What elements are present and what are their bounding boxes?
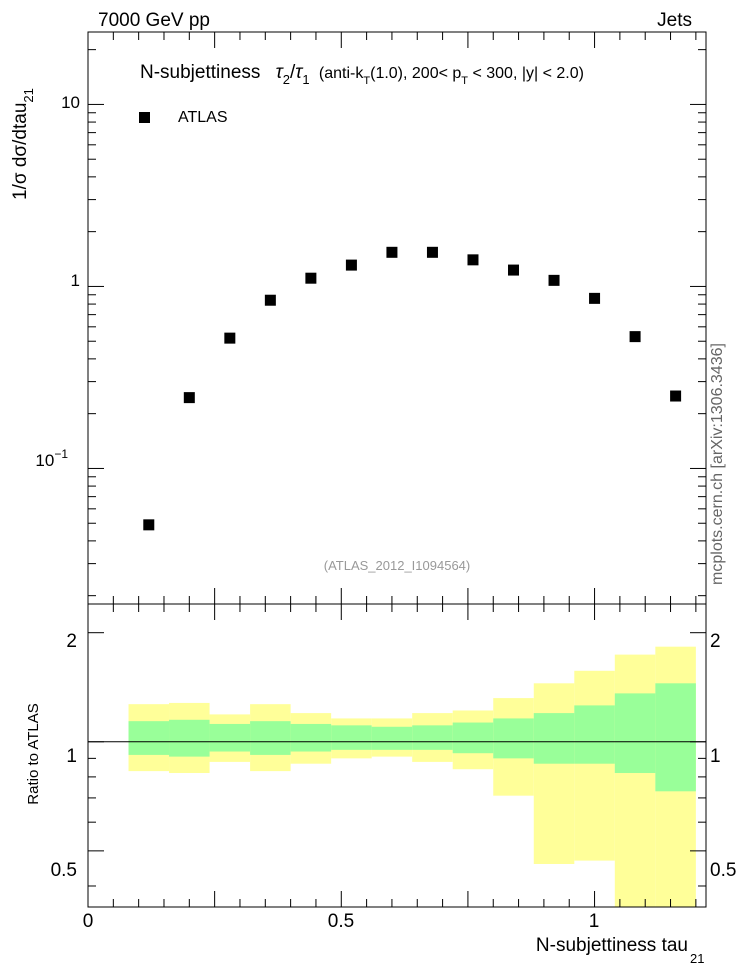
data-points [143,246,682,531]
ytick-label-10: 10 [61,93,80,112]
data-point [670,390,682,402]
ratio-band-inner [452,722,494,754]
ratio-band-inner [614,693,656,774]
header-energy: 7000 GeV pp [98,10,210,31]
ratio-band-inner [412,725,453,750]
ratio-band-inner [574,705,615,764]
title-pt-range: < 300, |y| < 2.0) [468,65,584,82]
title-detail: (anti-k [319,65,364,82]
main-ylabel: 1/σ dσ/dtau21 [10,88,36,200]
ratio-band-inner [655,683,696,792]
legend-marker [139,112,150,123]
ratio-band-inner [533,713,575,764]
data-point [467,254,479,266]
ratio-band-inner [371,726,413,750]
xtick-label-0: 0 [83,911,94,932]
title-jet: (1.0), 200< p [370,65,461,82]
ratio-band-inner [331,725,372,750]
data-point [345,259,357,271]
main-panel: N-subjettiness τ2/τ1 (anti-kT(1.0), 200<… [10,31,707,605]
ratio-band-outer [533,683,575,864]
data-point [143,519,155,531]
data-point [264,294,276,306]
side-label: mcplots.cern.ch [arXiv:1306.3436] [709,343,726,585]
ratio-ylabel: Ratio to ATLAS [25,703,42,804]
xtick-label-0p5: 0.5 [328,911,354,932]
header-process: Jets [657,10,692,31]
ratio-panel: Ratio to ATLAS 2 1 0.5 2 1 0.5 0 0.5 1 N… [25,603,736,966]
ratio-band-inner [209,723,251,752]
data-point [589,292,601,304]
ratio-band-inner [493,718,534,759]
xlabel-sub: 21 [690,951,704,966]
ratio-frame [87,603,707,908]
xlabel: N-subjettiness tau [536,935,688,956]
data-point [386,246,398,258]
ratio-ytick-label-1-left: 1 [66,746,77,767]
data-point [508,264,520,276]
ratio-ytick-label-1-right: 1 [710,746,721,767]
data-point [548,274,560,286]
data-point [183,392,195,404]
ratio-ytick-label-2-left: 2 [66,631,77,652]
ratio-band-inner [250,721,291,755]
ratio-band-inner [290,723,332,752]
ratio-band-inner [169,719,210,757]
chart-title: N-subjettiness τ2/τ1 (anti-kT(1.0), 200<… [140,62,584,89]
ratio-ytick-label-2-right: 2 [710,631,721,652]
ratio-band-inner [128,721,170,755]
ytick-label-0p1: 10−1 [35,447,68,470]
data-point [426,246,438,258]
ratio-ytick-label-0p5-left: 0.5 [51,860,77,881]
watermark: (ATLAS_2012_I1094564) [324,558,470,573]
data-point [305,272,317,284]
ratio-band-outer [574,670,615,861]
ratio-ytick-label-0p5-right: 0.5 [710,860,736,881]
title-sub-t: T [363,75,370,87]
data-point [629,331,641,343]
ratio-band-outer [614,654,656,907]
legend-label: ATLAS [178,109,228,126]
data-point [224,332,236,344]
ytick-label-1: 1 [71,271,80,290]
xtick-label-1: 1 [589,911,600,932]
title-main: N-subjettiness [140,62,260,83]
